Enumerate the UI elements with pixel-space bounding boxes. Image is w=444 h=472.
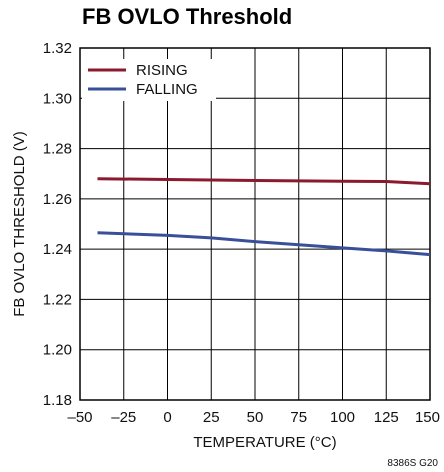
legend-label: FALLING — [136, 81, 198, 98]
y-tick-label: 1.32 — [43, 40, 72, 57]
x-tick-label: 0 — [163, 409, 171, 426]
y-axis-label: FB OVLO THRESHOLD (V) — [11, 131, 28, 317]
y-tick-label: 1.20 — [43, 342, 72, 359]
y-tick-label: 1.22 — [43, 291, 72, 308]
chart-title: FB OVLO Threshold — [82, 4, 293, 29]
y-tick-label: 1.26 — [43, 191, 72, 208]
y-tick-labels: 1.18 1.20 1.22 1.24 1.26 1.28 1.30 1.32 — [43, 40, 72, 409]
series-line-rising — [97, 177, 431, 186]
series-lines — [97, 177, 431, 257]
figure-code: 8386S G20 — [387, 458, 438, 469]
x-tick-label: 75 — [290, 409, 307, 426]
legend-label: RISING — [136, 62, 188, 79]
series-line-falling — [97, 231, 431, 257]
y-tick-label: 1.24 — [43, 241, 72, 258]
y-tick-label: 1.28 — [43, 141, 72, 158]
plot-frame — [79, 47, 431, 401]
x-tick-label: 50 — [247, 409, 264, 426]
x-tick-label: 150 — [415, 409, 440, 426]
x-axis-label: TEMPERATURE (°C) — [193, 434, 336, 451]
x-tick-label: 125 — [374, 409, 399, 426]
x-tick-label: –50 — [67, 409, 92, 426]
legend: RISING FALLING — [82, 59, 216, 101]
y-tick-label: 1.30 — [43, 90, 72, 107]
x-tick-labels: –50 –25 0 25 50 75 100 125 150 — [67, 409, 440, 426]
x-tick-label: –25 — [111, 409, 136, 426]
x-tick-label: 100 — [330, 409, 355, 426]
y-tick-label: 1.18 — [43, 392, 72, 409]
x-tick-label: 25 — [203, 409, 220, 426]
legend-background — [82, 59, 216, 101]
